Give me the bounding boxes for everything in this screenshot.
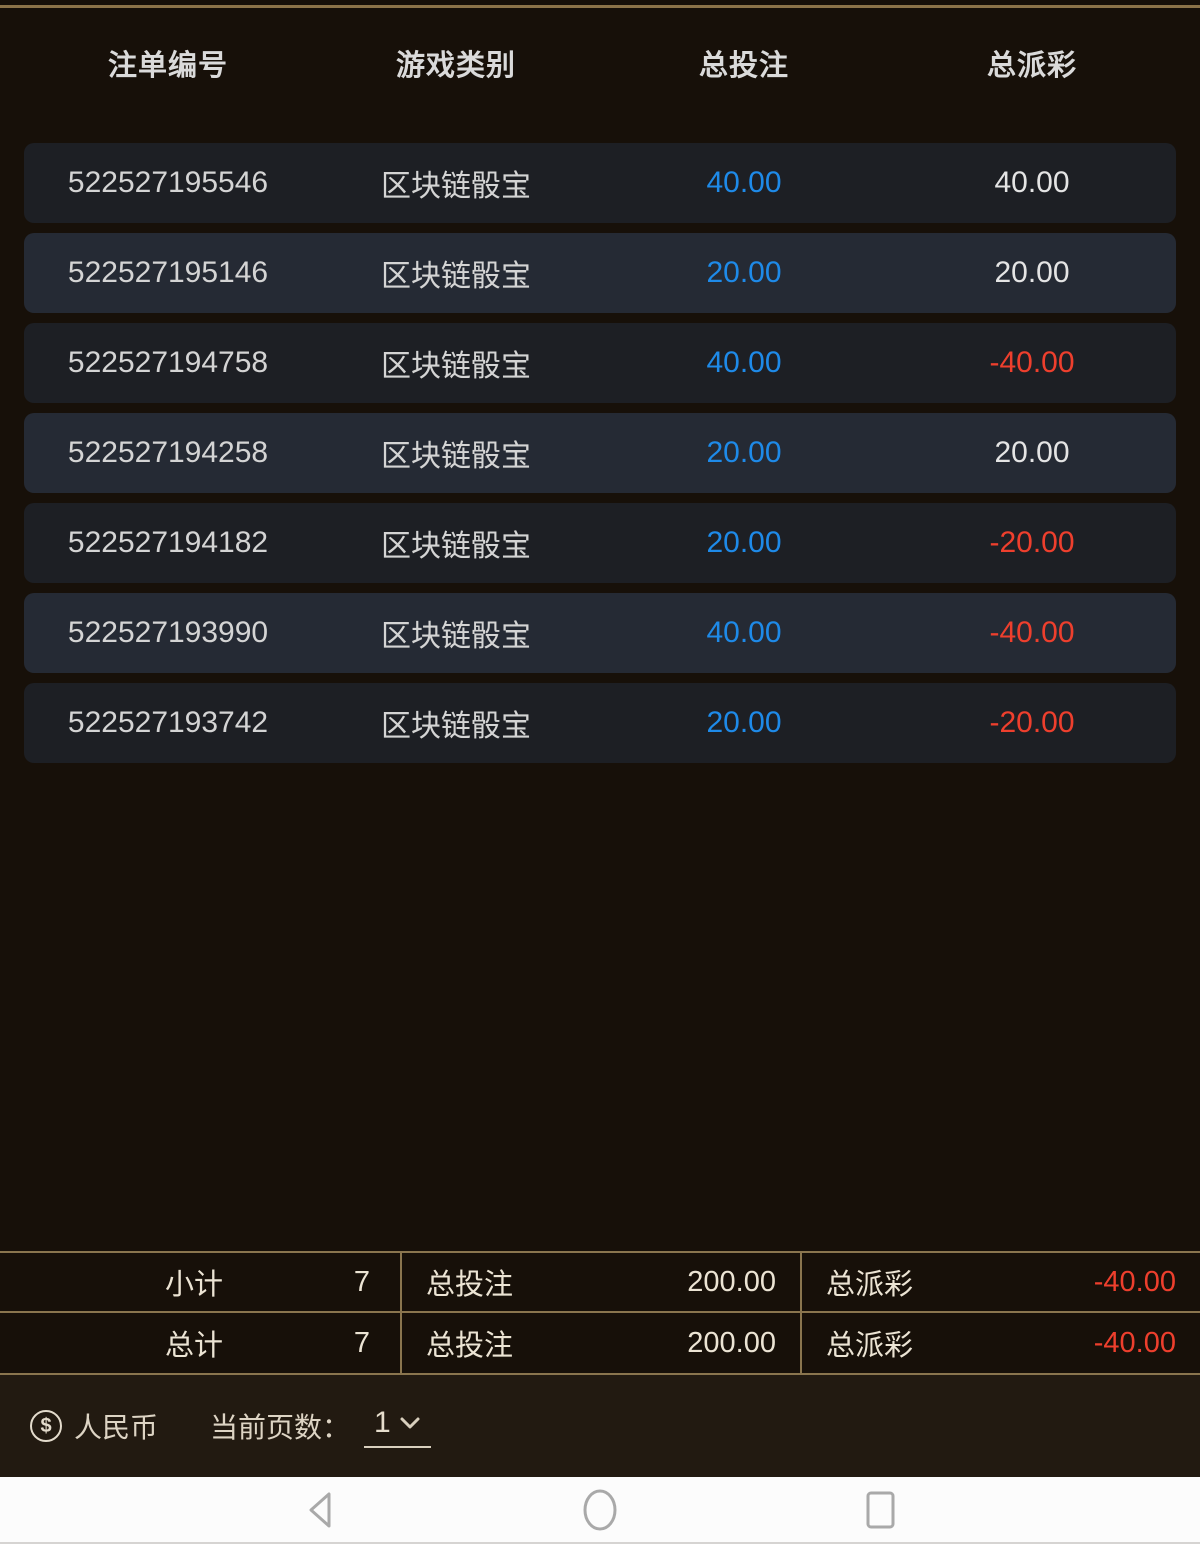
total-payout-value: -40.00 bbox=[989, 616, 1075, 649]
android-navigation-bar bbox=[0, 1477, 1200, 1544]
total-payout-value: -40.00 bbox=[1093, 1326, 1176, 1359]
table-row[interactable]: 522527194758 区块链骰宝 40.00 -40.00 bbox=[24, 323, 1176, 403]
total-bet-value: 20.00 bbox=[706, 706, 782, 739]
total-bet-label: 总投注 bbox=[426, 1330, 514, 1362]
column-header-game: 游戏类别 bbox=[395, 50, 516, 82]
subtotal-row: 小计 7 总投注 200.00 总派彩 -40.00 bbox=[0, 1253, 1200, 1313]
bet-id: 522527193990 bbox=[67, 616, 269, 649]
subtotal-payout-value: -40.00 bbox=[1093, 1265, 1176, 1298]
game-name: 区块链骰宝 bbox=[381, 530, 531, 563]
total-payout-value: -40.00 bbox=[989, 346, 1075, 379]
total-bet-value: 200.00 bbox=[687, 1326, 776, 1359]
table-row[interactable]: 522527193742 区块链骰宝 20.00 -20.00 bbox=[24, 683, 1176, 763]
total-label: 总计 bbox=[165, 1330, 224, 1362]
table-row[interactable]: 522527195146 区块链骰宝 20.00 20.00 bbox=[24, 233, 1176, 313]
page-label: 当前页数： bbox=[210, 1412, 351, 1443]
bet-id: 522527194258 bbox=[67, 436, 269, 469]
game-name: 区块链骰宝 bbox=[381, 620, 531, 653]
total-payout-value: 40.00 bbox=[994, 166, 1070, 199]
total-count: 7 bbox=[353, 1326, 370, 1359]
game-name: 区块链骰宝 bbox=[381, 710, 531, 743]
column-header-payout: 总派彩 bbox=[986, 50, 1077, 82]
subtotal-count: 7 bbox=[353, 1265, 370, 1298]
total-bet-value: 40.00 bbox=[706, 616, 782, 649]
table-row[interactable]: 522527194182 区块链骰宝 20.00 -20.00 bbox=[24, 503, 1176, 583]
bet-rows-list: 522527195546 区块链骰宝 40.00 40.00 522527195… bbox=[24, 143, 1176, 773]
game-name: 区块链骰宝 bbox=[381, 350, 531, 383]
table-row[interactable]: 522527193990 区块链骰宝 40.00 -40.00 bbox=[24, 593, 1176, 673]
total-payout-value: -20.00 bbox=[989, 706, 1075, 739]
chevron-down-icon bbox=[400, 1417, 420, 1429]
bet-id: 522527194182 bbox=[67, 526, 269, 559]
bet-id: 522527195546 bbox=[67, 166, 269, 199]
bet-id: 522527193742 bbox=[67, 706, 269, 739]
subtotal-label: 小计 bbox=[165, 1269, 224, 1301]
total-bet-value: 20.00 bbox=[706, 526, 782, 559]
table-row[interactable]: 522527195546 区块链骰宝 40.00 40.00 bbox=[24, 143, 1176, 223]
column-header-bet-id: 注单编号 bbox=[107, 50, 228, 82]
pagination: 当前页数： 1 bbox=[210, 1404, 431, 1448]
total-payout-label: 总派彩 bbox=[826, 1330, 914, 1362]
subtotal-bet-label: 总投注 bbox=[426, 1269, 514, 1301]
top-accent-line bbox=[0, 5, 1200, 8]
footer-bar: $ 人民币 当前页数： 1 bbox=[0, 1375, 1200, 1477]
bet-id: 522527195146 bbox=[67, 256, 269, 289]
subtotal-payout-label: 总派彩 bbox=[826, 1269, 914, 1301]
current-page-value: 1 bbox=[374, 1406, 391, 1439]
summary-table: 小计 7 总投注 200.00 总派彩 -40.00 总计 7 总投注 200.… bbox=[0, 1251, 1200, 1375]
game-name: 区块链骰宝 bbox=[381, 260, 531, 293]
total-bet-value: 20.00 bbox=[706, 256, 782, 289]
column-header-bet: 总投注 bbox=[698, 50, 789, 82]
table-header: 注单编号 游戏类别 总投注 总派彩 bbox=[0, 8, 1200, 118]
dollar-circle-icon: $ bbox=[30, 1410, 62, 1442]
total-payout-value: 20.00 bbox=[994, 436, 1070, 469]
total-row: 总计 7 总投注 200.00 总派彩 -40.00 bbox=[0, 1313, 1200, 1373]
total-bet-value: 20.00 bbox=[706, 436, 782, 469]
currency-indicator: $ 人民币 bbox=[30, 1406, 158, 1446]
total-payout-value: -20.00 bbox=[989, 526, 1075, 559]
table-row[interactable]: 522527194258 区块链骰宝 20.00 20.00 bbox=[24, 413, 1176, 493]
game-name: 区块链骰宝 bbox=[381, 170, 531, 203]
subtotal-bet-value: 200.00 bbox=[687, 1265, 776, 1298]
back-triangle-icon[interactable] bbox=[280, 1486, 360, 1534]
total-bet-value: 40.00 bbox=[706, 346, 782, 379]
home-circle-icon[interactable] bbox=[560, 1486, 640, 1534]
page-select-dropdown[interactable]: 1 bbox=[364, 1404, 431, 1448]
currency-label: 人民币 bbox=[74, 1412, 159, 1443]
total-payout-value: 20.00 bbox=[994, 256, 1070, 289]
recents-square-icon[interactable] bbox=[840, 1486, 920, 1534]
total-bet-value: 40.00 bbox=[706, 166, 782, 199]
game-name: 区块链骰宝 bbox=[381, 440, 531, 473]
bet-id: 522527194758 bbox=[67, 346, 269, 379]
